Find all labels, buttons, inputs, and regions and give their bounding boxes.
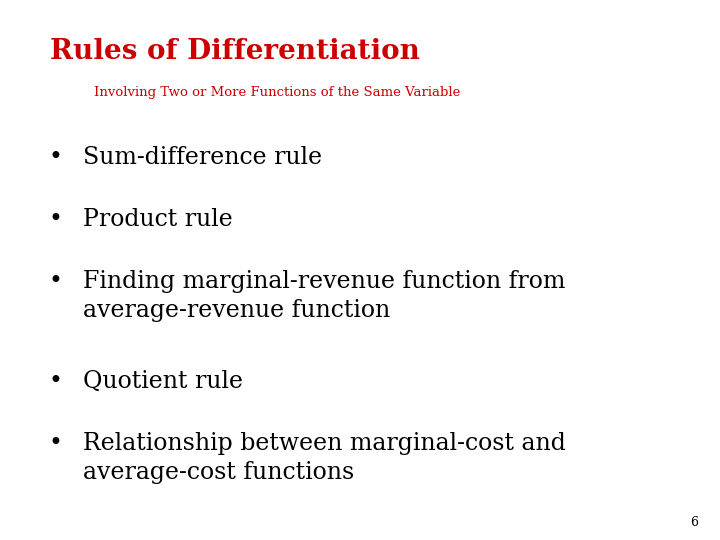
Text: Quotient rule: Quotient rule <box>83 370 243 393</box>
Text: Relationship between marginal-cost and
average-cost functions: Relationship between marginal-cost and a… <box>83 432 566 484</box>
Text: •: • <box>49 432 63 455</box>
Text: Involving Two or More Functions of the Same Variable: Involving Two or More Functions of the S… <box>94 86 460 99</box>
Text: •: • <box>49 208 63 231</box>
Text: Rules of Differentiation: Rules of Differentiation <box>50 38 420 65</box>
Text: Finding marginal-revenue function from
average-revenue function: Finding marginal-revenue function from a… <box>83 270 565 322</box>
Text: •: • <box>49 146 63 169</box>
Text: Sum-difference rule: Sum-difference rule <box>83 146 322 169</box>
Text: Product rule: Product rule <box>83 208 233 231</box>
Text: •: • <box>49 370 63 393</box>
Text: 6: 6 <box>690 516 698 529</box>
Text: •: • <box>49 270 63 293</box>
